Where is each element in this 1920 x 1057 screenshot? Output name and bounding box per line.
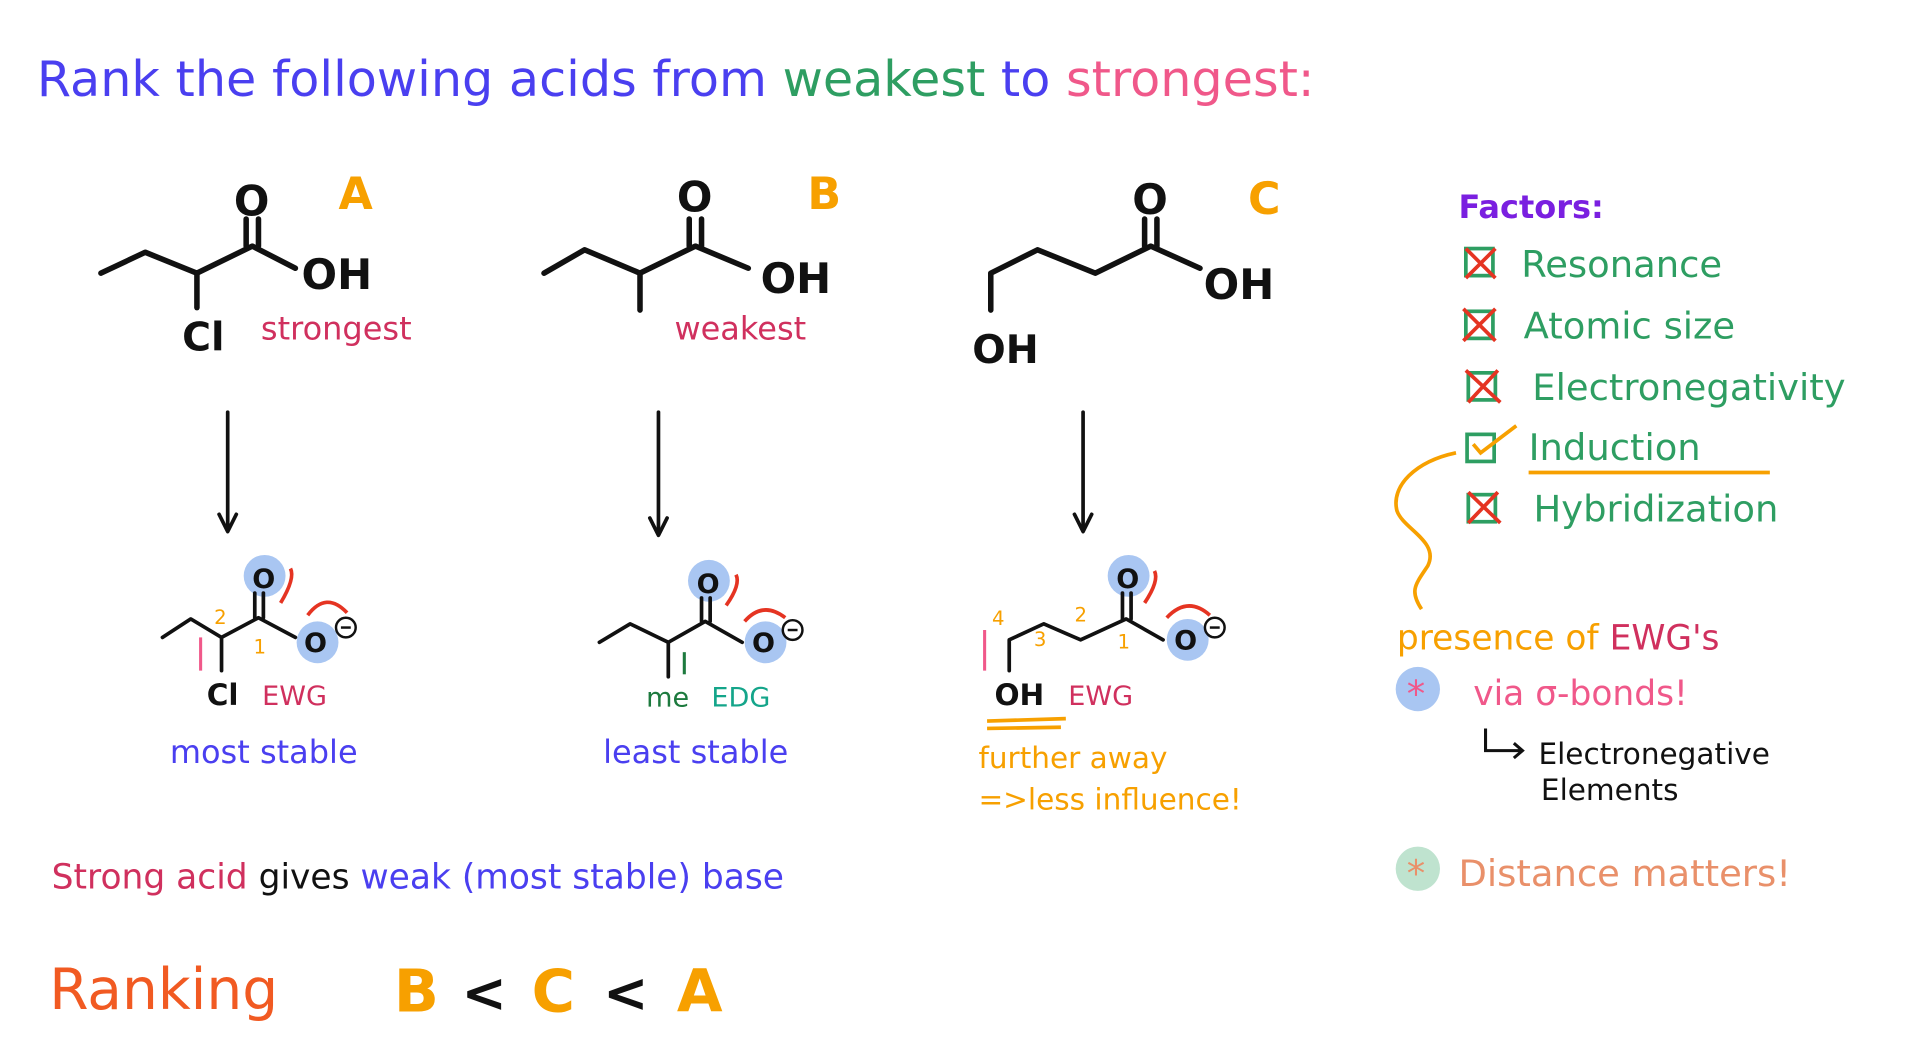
conjugate-base-a: O O 2 1 Cl EWG most stable — [160, 554, 358, 771]
factor-electronegativity: Electronegativity — [1464, 366, 1846, 409]
presence-note: presence of EWG's — [1397, 619, 1720, 659]
factor-label: Atomic size — [1524, 304, 1735, 347]
carbon-number: 4 — [992, 607, 1005, 630]
factor-hybridization: Hybridization — [1466, 488, 1779, 531]
cross-icon — [1464, 369, 1502, 404]
oxygen-atom: O — [234, 176, 270, 225]
oxygen-atom: O — [697, 569, 720, 600]
distance-note: further away — [978, 741, 1167, 775]
sigma-note: via σ-bonds! — [1473, 674, 1688, 714]
stability-label: least stable — [603, 733, 788, 771]
negative-charge-icon — [1203, 616, 1226, 639]
hydroxyl-group: OH — [761, 254, 832, 303]
ranking-label: Ranking — [49, 957, 278, 1023]
rank-separator: < — [462, 961, 507, 1024]
acid-label: B — [807, 169, 841, 220]
oxygen-atom: O — [677, 173, 713, 222]
oxygen-atom: O — [1116, 564, 1139, 595]
bullet-icon — [1395, 846, 1440, 891]
acid-note: weakest — [674, 310, 806, 348]
cross-icon — [1466, 490, 1502, 525]
oxygen-atom: O — [1132, 175, 1168, 224]
acid-a: O OH Cl A strongest — [98, 169, 412, 361]
acid-c: O OH OH C — [972, 174, 1280, 373]
ranking: Ranking B < C < A — [49, 956, 723, 1025]
methyl-label: me — [646, 682, 689, 713]
carbon-number: 2 — [1074, 603, 1087, 626]
effect-label: EWG — [262, 681, 327, 712]
reaction-arrows — [217, 410, 1094, 538]
summary-statement: Strong acid gives weak (most stable) bas… — [52, 857, 784, 897]
curved-arrow-icon — [279, 567, 294, 604]
electronegative-note: Electronegative — [1538, 737, 1769, 771]
oxygen-anion: O — [304, 628, 327, 659]
curved-arrow-icon — [1143, 570, 1158, 604]
negative-charge-icon — [781, 618, 804, 642]
rank-separator: < — [603, 961, 648, 1024]
hydroxyl-group: OH — [1204, 260, 1275, 309]
carbon-number: 3 — [1034, 628, 1047, 651]
conjugate-base-c: O O 4 3 2 1 OH EWG further away =>less i… — [978, 554, 1242, 817]
hydroxyl-group: OH — [302, 250, 373, 299]
cross-icon — [1464, 247, 1497, 280]
acid-b: O OH B weakest — [541, 169, 841, 348]
factor-label: Induction — [1529, 426, 1701, 469]
bond — [98, 243, 299, 276]
hydroxyl-substituent: OH — [972, 327, 1038, 373]
conjugate-base-b: O O me EDG least stable — [597, 559, 804, 771]
effect-label: EWG — [1068, 681, 1133, 712]
influence-note: =>less influence! — [978, 783, 1241, 817]
acid-label: A — [338, 169, 373, 220]
hydroxyl-group: OH — [994, 678, 1044, 712]
factors-list: Factors: Resonance Atomic size Electrone… — [1394, 188, 1846, 611]
curved-arrow-icon — [724, 573, 740, 607]
factor-atomic-size: Atomic size — [1462, 304, 1735, 347]
carbon-number: 2 — [214, 606, 227, 629]
check-icon — [1471, 424, 1518, 456]
factor-label: Hybridization — [1534, 488, 1779, 531]
negative-charge-icon — [334, 616, 357, 639]
cross-icon — [1462, 307, 1497, 343]
carbon-number: 1 — [254, 635, 267, 658]
asterisk-icon: * — [1407, 672, 1425, 715]
carbon-number: 1 — [1118, 630, 1131, 653]
lone-pair-highlight — [243, 554, 286, 597]
asterisk-icon: * — [1407, 852, 1425, 895]
acid-note: strongest — [261, 310, 412, 348]
oxygen-anion: O — [1174, 626, 1197, 657]
distance-note: Distance matters! — [1458, 852, 1791, 895]
elements-note: Elements — [1541, 773, 1679, 807]
rank-item: A — [677, 956, 723, 1025]
chlorine-atom: Cl — [182, 315, 224, 361]
oxygen-anion: O — [752, 628, 775, 659]
factors-heading: Factors: — [1458, 188, 1603, 226]
oxygen-atom: O — [252, 564, 275, 595]
bullet-icon — [1395, 666, 1440, 712]
rank-item: C — [532, 956, 575, 1025]
factor-resonance: Resonance — [1464, 243, 1722, 286]
effect-label: EDG — [711, 682, 770, 713]
factor-induction: Induction — [1465, 424, 1770, 475]
induction-notes: presence of EWG's * via σ-bonds! Electro… — [1395, 619, 1791, 895]
chlorine-atom: Cl — [207, 678, 239, 712]
checkbox-icon — [1464, 246, 1495, 278]
stability-label: most stable — [170, 733, 358, 771]
rank-item: B — [394, 956, 439, 1025]
factor-label: Electronegativity — [1532, 366, 1845, 409]
factor-label: Resonance — [1521, 243, 1722, 286]
squiggle-connector — [1394, 451, 1457, 611]
title: Rank the following acids from weakest to… — [37, 50, 1315, 108]
arrow-return-icon — [1484, 728, 1525, 760]
acid-label: C — [1248, 174, 1281, 225]
